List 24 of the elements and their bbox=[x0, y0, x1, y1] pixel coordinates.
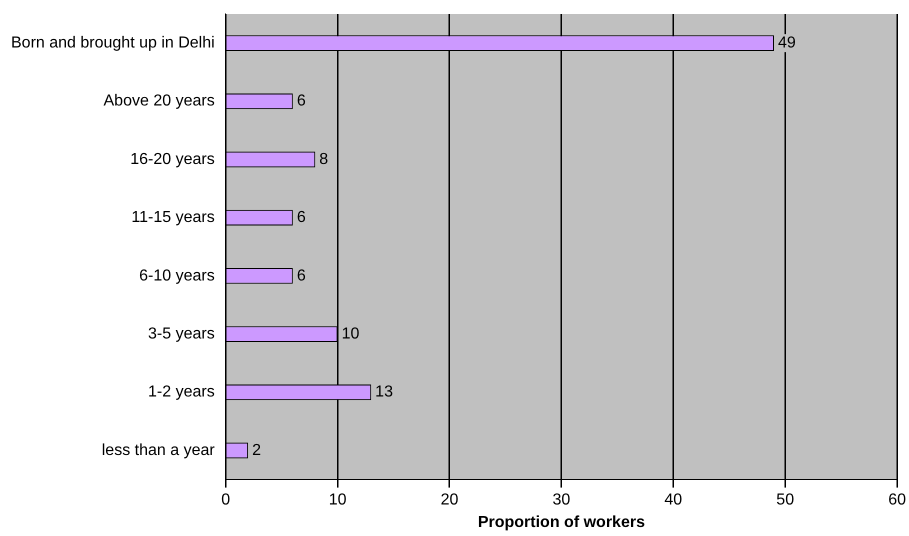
x-tick-label: 40 bbox=[664, 492, 682, 509]
x-tick-label: 50 bbox=[776, 492, 794, 509]
x-axis-title: Proportion of workers bbox=[478, 514, 646, 531]
y-tick-label: 1-2 years bbox=[148, 384, 215, 401]
data-label: 10 bbox=[342, 326, 360, 343]
data-label: 6 bbox=[296, 209, 306, 226]
y-tick-label: Above 20 years bbox=[104, 92, 215, 110]
y-tick-label: less than a year bbox=[102, 442, 216, 459]
data-label: 6 bbox=[296, 267, 306, 284]
y-tick-label: 3-5 years bbox=[148, 326, 215, 343]
data-label: 13 bbox=[375, 384, 394, 401]
x-tick-label: 0 bbox=[221, 492, 230, 509]
data-label: 49 bbox=[778, 34, 796, 52]
x-tick-label: 60 bbox=[888, 492, 906, 509]
y-tick-label: 6-10 years bbox=[139, 267, 215, 284]
data-label: 8 bbox=[319, 150, 328, 168]
x-tick-label: 10 bbox=[328, 492, 347, 509]
x-tick-label: 20 bbox=[440, 492, 458, 509]
x-tick-label: 30 bbox=[552, 492, 570, 509]
y-tick-label: 16-20 years bbox=[130, 150, 215, 168]
data-label: 6 bbox=[296, 92, 306, 110]
data-label: 2 bbox=[252, 442, 262, 459]
y-tick-label: 11-15 years bbox=[131, 209, 215, 226]
y-tick-label: Born and brought up in Delhi bbox=[10, 34, 215, 52]
